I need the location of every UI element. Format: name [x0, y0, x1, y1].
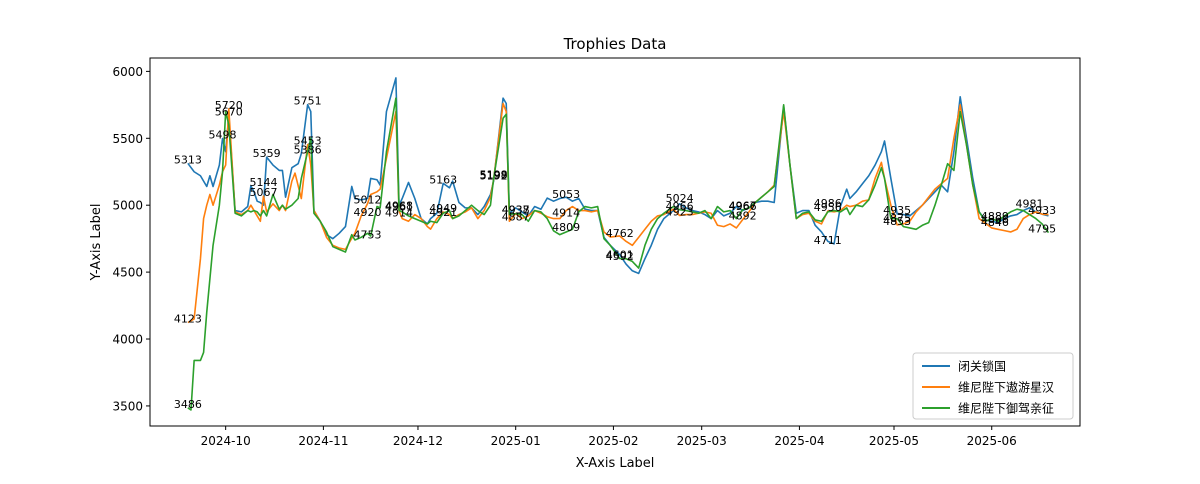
data-label: 4966	[666, 200, 694, 213]
data-label: 4592	[606, 250, 634, 263]
data-label: 4966	[729, 200, 757, 213]
data-label: 5751	[294, 95, 322, 108]
data-label: 4923	[666, 206, 694, 219]
data-label: 4711	[814, 234, 842, 247]
data-label: 4875	[883, 212, 911, 225]
x-tick-label: 2025-03	[677, 434, 727, 448]
data-label: 4981	[1016, 198, 1044, 211]
chart-title: Trophies Data	[563, 35, 667, 53]
data-label: 4961	[385, 200, 413, 213]
data-label: 4949	[429, 202, 457, 215]
data-label: 5012	[354, 194, 382, 207]
data-label: 5359	[253, 147, 281, 160]
data-label: 5024	[666, 192, 694, 205]
data-label: 4933	[1028, 204, 1056, 217]
data-label: 4762	[606, 227, 634, 240]
data-label: 4986	[814, 197, 842, 210]
data-label: 4937	[502, 204, 530, 217]
legend-label: 维尼陛下御驾亲征	[958, 401, 1054, 416]
y-axis-label: Y-Axis Label	[89, 204, 104, 282]
data-label: 4935	[883, 204, 911, 217]
series-line-3	[187, 97, 1050, 411]
y-tick-label: 4500	[112, 266, 143, 280]
y-tick-label: 3500	[112, 399, 143, 413]
data-label: 5199	[480, 169, 508, 182]
legend-label: 维尼陛下遨游星汉	[958, 380, 1054, 395]
y-tick-label: 6000	[112, 65, 143, 79]
data-label: 5313	[174, 153, 202, 166]
data-label: 4920	[354, 206, 382, 219]
data-label: 5053	[552, 188, 580, 201]
data-label: 4753	[354, 228, 382, 241]
x-tick-label: 2025-06	[967, 434, 1017, 448]
data-label: 4123	[174, 313, 202, 326]
data-label: 5720	[215, 99, 243, 112]
x-tick-label: 2025-05	[869, 434, 919, 448]
x-tick-label: 2024-10	[201, 434, 251, 448]
data-label: 4938	[502, 204, 530, 217]
data-label: 5192	[480, 170, 508, 183]
data-label: 4914	[385, 207, 413, 220]
y-tick-label: 5000	[112, 199, 143, 213]
data-label: 4921	[429, 206, 457, 219]
data-label: 4889	[981, 210, 1009, 223]
x-tick-label: 2025-04	[774, 434, 824, 448]
x-tick-label: 2024-12	[393, 434, 443, 448]
x-tick-label: 2025-01	[491, 434, 541, 448]
data-label: 4866	[981, 213, 1009, 226]
data-label: 4914	[552, 207, 580, 220]
data-label: 5198	[480, 169, 508, 182]
series-line-1	[187, 77, 1049, 275]
data-label: 4846	[981, 216, 1009, 229]
data-label: 4968	[385, 199, 413, 212]
data-label: 4853	[883, 215, 911, 228]
data-label: 5453	[294, 135, 322, 148]
x-tick-label: 2024-11	[298, 434, 348, 448]
x-tick-label: 2025-02	[588, 434, 638, 448]
data-label: 4809	[552, 221, 580, 234]
data-label: 4887	[502, 210, 530, 223]
data-label: 5163	[429, 173, 457, 186]
legend-box	[912, 352, 1074, 420]
data-label: 4795	[1028, 223, 1056, 236]
data-label: 3486	[174, 398, 202, 411]
plot-frame	[149, 57, 1081, 427]
data-label: 5144	[249, 176, 277, 189]
data-label: 4601	[606, 249, 634, 262]
series-line-2	[187, 102, 1049, 324]
data-label: 5386	[294, 144, 322, 157]
data-label: 4956	[814, 201, 842, 214]
x-axis-label: X-Axis Label	[576, 456, 655, 471]
legend-label: 闭关锁国	[958, 359, 1006, 374]
y-tick-label: 4000	[112, 333, 143, 347]
data-label: 5498	[209, 129, 237, 142]
data-label: 5670	[215, 106, 243, 119]
data-label: 5067	[249, 186, 277, 199]
data-label: 4892	[729, 210, 757, 223]
y-tick-label: 5500	[112, 132, 143, 146]
axis-ticks: 3500 4000 4500 5000 5500 6000 2024-10 2024-11 20…	[112, 65, 1016, 448]
data-label: 4967	[729, 200, 757, 213]
